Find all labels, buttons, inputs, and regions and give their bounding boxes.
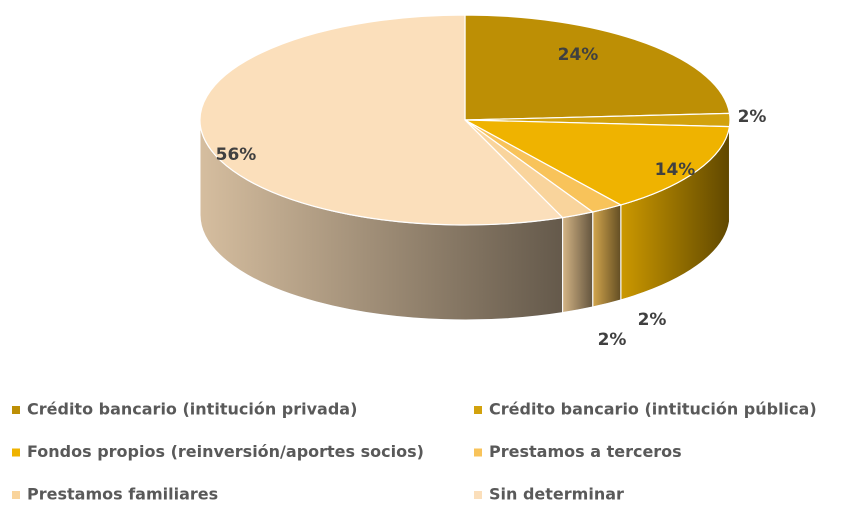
legend-label: Crédito bancario (intitución pública) bbox=[489, 400, 817, 419]
slice bbox=[464, 119, 731, 206]
slice-side-shade bbox=[592, 204, 622, 308]
data-label: 2% bbox=[638, 310, 667, 330]
data-label: 24% bbox=[558, 45, 599, 65]
slice bbox=[199, 14, 564, 226]
slice bbox=[464, 14, 731, 121]
legend-swatch bbox=[12, 406, 20, 414]
legend-label: Crédito bancario (intitución privada) bbox=[27, 400, 357, 419]
slice-side-shade bbox=[562, 211, 594, 314]
data-label: 2% bbox=[738, 107, 767, 127]
legend-label: Prestamos familiares bbox=[27, 485, 218, 504]
data-label: 2% bbox=[598, 330, 627, 350]
legend-swatch bbox=[474, 491, 482, 499]
legend-swatch bbox=[474, 448, 482, 457]
legend-swatch bbox=[474, 406, 482, 414]
legend-label: Fondos propios (reinversión/aportes soci… bbox=[27, 442, 424, 461]
legend-label: Prestamos a terceros bbox=[489, 442, 682, 461]
data-label: 14% bbox=[655, 160, 696, 180]
legend-swatch bbox=[12, 448, 20, 457]
legend-label: Sin determinar bbox=[489, 485, 624, 504]
data-label: 56% bbox=[216, 145, 257, 165]
legend-swatch bbox=[12, 491, 20, 499]
